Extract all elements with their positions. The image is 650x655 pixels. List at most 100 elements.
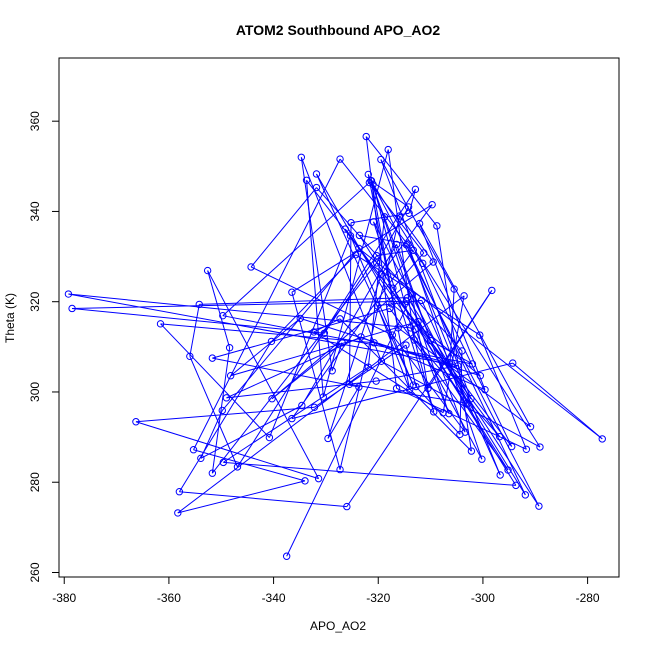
y-tick-label: 360: [28, 111, 42, 131]
series-line-segment: [271, 261, 434, 400]
data-point: [536, 443, 544, 451]
data-point: [219, 458, 228, 467]
data-point: [446, 360, 454, 368]
data-point: [336, 315, 344, 323]
data-point: [364, 170, 373, 179]
series-line-segment: [212, 307, 390, 359]
series-line-segment: [226, 380, 377, 399]
series-line-segment: [291, 249, 414, 419]
data-point: [312, 170, 321, 178]
data-point: [404, 203, 413, 211]
series-line-segment: [396, 244, 432, 341]
data-point: [403, 293, 412, 302]
series-line-segment: [207, 270, 231, 348]
data-point: [392, 240, 401, 249]
data-point: [297, 153, 306, 161]
data-point: [380, 213, 389, 221]
data-point: [392, 384, 401, 393]
data-point: [496, 471, 504, 479]
data-point: [424, 384, 432, 393]
data-point: [372, 251, 381, 260]
data-point: [402, 341, 410, 349]
data-point: [268, 395, 276, 403]
series-line-segment: [68, 293, 451, 365]
data-point: [509, 359, 517, 367]
data-point: [461, 428, 469, 436]
data-point: [68, 304, 76, 313]
series-line-segment: [72, 300, 407, 309]
data-point: [377, 270, 386, 278]
series-line-segment: [419, 223, 486, 390]
data-point: [355, 244, 363, 253]
series-line-segment: [399, 215, 434, 263]
data-point: [372, 377, 380, 385]
data-point: [377, 357, 386, 365]
data-point: [468, 360, 477, 368]
data-point: [310, 403, 319, 412]
series-line-segment: [377, 299, 422, 307]
y-tick-label: 340: [28, 201, 42, 221]
series-line-segment: [179, 491, 347, 508]
data-point: [429, 258, 437, 266]
series-line-segment: [397, 327, 531, 428]
series-line-segment: [306, 180, 324, 397]
data-point: [417, 296, 426, 305]
data-point: [370, 339, 378, 347]
series-line-segment: [392, 252, 425, 289]
series-lines: [68, 136, 603, 557]
data-point: [521, 491, 530, 499]
data-point: [407, 324, 415, 332]
data-point: [388, 331, 397, 339]
series-line-segment: [291, 362, 513, 420]
data-point: [288, 414, 296, 423]
data-point: [526, 423, 535, 431]
series-line-segment: [135, 421, 319, 480]
data-point: [174, 509, 182, 517]
data-point: [386, 304, 394, 313]
data-point: [186, 352, 194, 361]
data-point: [288, 288, 296, 296]
data-point: [405, 386, 414, 394]
data-point: [394, 324, 402, 332]
x-axis-label: APO_AO2: [310, 619, 366, 633]
data-point: [420, 249, 428, 257]
data-point: [324, 434, 332, 443]
series-line-segment: [339, 215, 401, 470]
data-point: [156, 320, 165, 328]
data-point: [314, 474, 323, 483]
series-line-segment: [250, 266, 393, 336]
data-point: [341, 225, 349, 233]
data-point: [336, 155, 344, 163]
data-point: [310, 328, 318, 336]
series-line-segment: [387, 149, 415, 341]
data-point: [208, 469, 217, 477]
data-point: [219, 311, 227, 320]
series-line-segment: [415, 386, 461, 435]
data-point: [336, 465, 344, 474]
data-point: [296, 314, 304, 323]
series-line-segment: [189, 304, 200, 357]
data-point: [338, 339, 346, 347]
series-line-segment: [370, 180, 541, 448]
series-line-segment: [222, 315, 473, 365]
data-point: [355, 231, 364, 240]
data-point: [208, 354, 217, 362]
series-line-segment: [419, 223, 531, 427]
series-line-segment: [68, 293, 411, 329]
data-point: [328, 367, 336, 375]
data-point: [463, 399, 471, 407]
series-line-segment: [365, 136, 398, 389]
data-point: [302, 176, 311, 185]
series-line-segment: [339, 318, 472, 452]
series-line-segment: [407, 297, 472, 400]
data-point: [377, 155, 385, 164]
data-point: [402, 241, 411, 249]
data-point: [373, 302, 381, 310]
series-line-segment: [367, 174, 411, 390]
data-point: [430, 408, 438, 416]
data-point: [367, 177, 375, 185]
x-tick-label: -300: [471, 591, 495, 605]
data-point: [478, 455, 486, 463]
